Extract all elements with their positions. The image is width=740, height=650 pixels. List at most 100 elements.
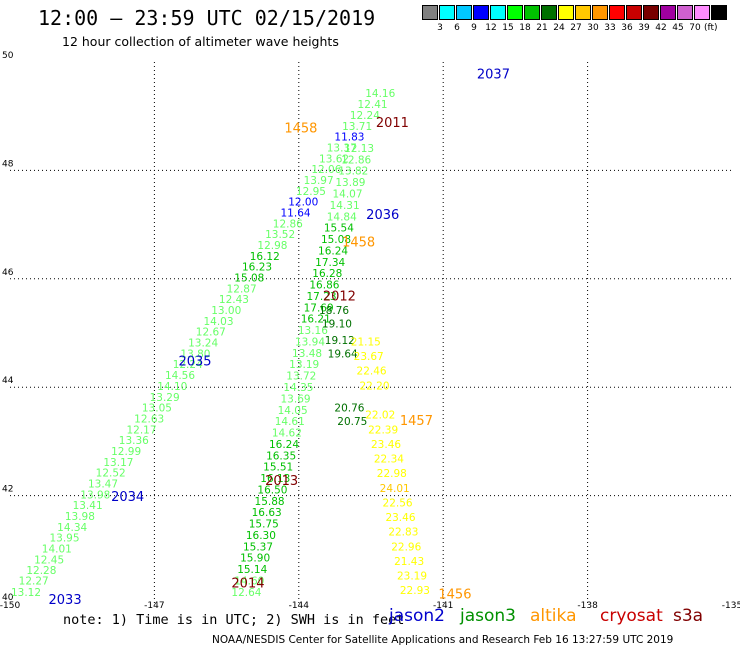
color-tick-label: 6 xyxy=(454,23,460,33)
color-tick-label: 24 xyxy=(553,23,565,33)
color-swatch xyxy=(422,5,438,20)
wave-height-value: 24.01 xyxy=(380,483,410,495)
chart-title: 12:00 – 23:59 UTC 02/15/2019 xyxy=(38,6,376,30)
wave-height-value: 15.88 xyxy=(255,496,285,508)
wave-height-value: 16.23 xyxy=(242,262,272,274)
wave-height-value: 21.15 xyxy=(351,336,381,348)
x-tick-label: -138 xyxy=(577,601,598,611)
wave-height-value: 13.36 xyxy=(119,435,149,447)
wave-height-value: 13.71 xyxy=(342,121,372,133)
wave-height-value: 14.07 xyxy=(332,189,362,201)
wave-height-value: 12.98 xyxy=(257,240,287,252)
wave-height-value: 15.54 xyxy=(324,223,354,235)
wave-height-value: 12.43 xyxy=(219,294,249,306)
color-swatch xyxy=(626,5,642,20)
wave-height-value: 12.52 xyxy=(96,468,126,480)
wave-height-value: 12.24 xyxy=(350,110,380,122)
pass-time-label: 2033 xyxy=(49,593,82,608)
wave-height-value: 23.19 xyxy=(397,571,427,583)
y-tick-label: 50 xyxy=(2,51,14,61)
legend-cryosat: cryosat xyxy=(600,606,663,626)
wave-height-value: 12.41 xyxy=(358,99,388,111)
wave-height-value: 21.43 xyxy=(394,556,424,568)
wave-height-value: 15.37 xyxy=(243,541,273,553)
wave-height-value: 13.29 xyxy=(150,392,180,404)
wave-height-value: 22.46 xyxy=(357,366,387,378)
wave-height-value: 13.48 xyxy=(292,348,322,360)
wave-height-value: 12.24 xyxy=(173,359,203,371)
wave-height-value: 16.24 xyxy=(269,439,299,451)
color-swatch xyxy=(592,5,608,20)
wave-height-value: 14.34 xyxy=(57,522,87,534)
color-tick-label: 12 xyxy=(485,23,497,33)
color-swatch xyxy=(609,5,625,20)
color-swatch xyxy=(456,5,472,20)
pass-time-label: 2014 xyxy=(231,577,264,592)
y-tick-label: 46 xyxy=(2,268,14,278)
wave-height-value: 13.95 xyxy=(49,533,79,545)
pass-time-label: 1456 xyxy=(438,588,471,603)
wave-height-value: 14.16 xyxy=(365,88,395,100)
wave-height-value: 16.35 xyxy=(266,450,296,462)
wave-height-value: 23.46 xyxy=(371,439,401,451)
wave-height-value: 12.67 xyxy=(196,327,226,339)
wave-height-value: 13.37 xyxy=(327,142,357,154)
wave-height-value: 12.17 xyxy=(126,424,156,436)
units-note: note: 1) Time is in UTC; 2) SWH is in fe… xyxy=(63,612,405,628)
wave-height-value: 23.46 xyxy=(385,512,415,524)
wave-height-value: 17.69 xyxy=(304,302,334,314)
wave-height-value: 23.67 xyxy=(354,351,384,363)
wave-height-value: 13.12 xyxy=(11,587,41,599)
wave-height-value: 12.13 xyxy=(344,143,374,155)
wave-height-value: 13.98 xyxy=(65,511,95,523)
wave-height-value: 17.34 xyxy=(315,257,345,269)
wave-height-value: 14.01 xyxy=(42,544,72,556)
wave-height-value: 14.10 xyxy=(157,381,187,393)
wave-height-value: 22.93 xyxy=(400,585,430,597)
wave-height-value: 12.00 xyxy=(288,197,318,209)
wave-height-value: 16.13 xyxy=(260,473,290,485)
wave-height-value: 15.08 xyxy=(321,234,351,246)
color-tick-label: 39 xyxy=(638,23,650,33)
wave-height-value: 11.83 xyxy=(334,132,364,144)
legend-s3a: s3a xyxy=(673,606,704,626)
wave-height-value: 12.28 xyxy=(26,565,56,577)
pass-time-label: 2013 xyxy=(265,474,298,489)
wave-height-value: 22.34 xyxy=(374,454,404,466)
wave-height-value: 14.84 xyxy=(327,211,357,223)
legend-jason2: jason2 xyxy=(389,606,445,626)
wave-height-value: 16.30 xyxy=(246,530,276,542)
color-tick-label: 27 xyxy=(570,23,582,33)
wave-height-value: 22.96 xyxy=(391,541,421,553)
credit-footer: NOAA/NESDIS Center for Satellite Applica… xyxy=(212,634,674,646)
wave-height-value: 22.98 xyxy=(377,468,407,480)
wave-height-value: 13.16 xyxy=(298,325,328,337)
wave-height-value: 15.51 xyxy=(263,462,293,474)
wave-height-value: 22.83 xyxy=(388,527,418,539)
wave-height-value: 13.17 xyxy=(103,457,133,469)
color-swatch xyxy=(694,5,710,20)
wave-height-value: 14.60 xyxy=(234,575,264,587)
wave-height-value: 12.64 xyxy=(231,587,261,599)
wave-height-value: 12.27 xyxy=(19,575,49,587)
x-tick-label: -150 xyxy=(0,601,20,611)
wave-height-value: 13.47 xyxy=(88,478,118,490)
wave-height-value: 12.63 xyxy=(134,413,164,425)
wave-height-value: 16.24 xyxy=(318,245,348,257)
color-tick-label: 9 xyxy=(471,23,477,33)
wave-height-value: 13.94 xyxy=(295,336,325,348)
color-swatch xyxy=(558,5,574,20)
wave-height-value: 14.61 xyxy=(275,416,305,428)
wave-height-value: 15.14 xyxy=(237,564,267,576)
pass-time-label: 2037 xyxy=(477,67,510,82)
wave-height-value: 19.12 xyxy=(325,335,355,347)
wave-height-value: 13.05 xyxy=(142,403,172,415)
color-swatch xyxy=(507,5,523,20)
wave-height-value: 13.97 xyxy=(304,175,334,187)
wave-height-value: 18.76 xyxy=(319,305,349,317)
wave-height-value: 16.28 xyxy=(312,268,342,280)
wave-height-value: 13.62 xyxy=(319,153,349,165)
pass-time-label: 1457 xyxy=(400,414,433,429)
x-tick-label: -141 xyxy=(433,601,453,611)
wave-height-value: 16.12 xyxy=(250,251,280,263)
